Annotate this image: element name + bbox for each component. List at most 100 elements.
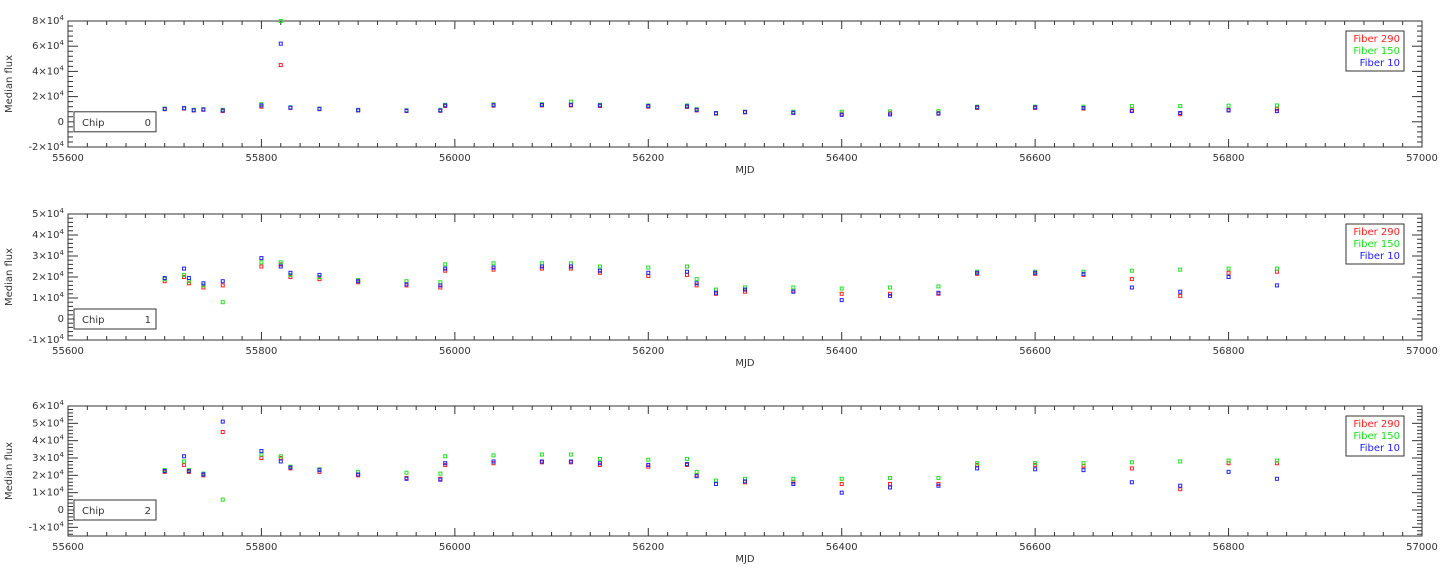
legend-box <box>1345 30 1405 72</box>
plot-frame <box>67 405 1423 537</box>
data-point <box>186 281 191 286</box>
data-point <box>1033 105 1038 110</box>
x-tick-label: 56200 <box>632 153 664 164</box>
x-tick-label: 56800 <box>1213 153 1245 164</box>
data-point <box>1178 110 1183 115</box>
data-point <box>491 267 496 272</box>
data-point <box>356 472 361 477</box>
data-point <box>186 279 191 284</box>
data-point <box>443 268 448 273</box>
series-fiber-150 <box>162 452 1279 502</box>
data-point <box>694 107 699 112</box>
x-tick-label: 56400 <box>826 542 858 553</box>
data-point <box>839 298 844 303</box>
y-tick-label: 2×104 <box>32 468 64 481</box>
x-tick-label: 57000 <box>1406 542 1438 553</box>
x-tick-label: 56200 <box>632 346 664 357</box>
data-point <box>317 106 322 111</box>
data-point <box>491 103 496 108</box>
legend-entry: Fiber 150 <box>1353 239 1400 250</box>
data-point <box>1129 109 1134 114</box>
data-point <box>694 283 699 288</box>
chip-label: Chip <box>82 506 104 517</box>
data-point <box>597 103 602 108</box>
x-tick-label: 56200 <box>632 542 664 553</box>
data-point <box>568 99 573 104</box>
data-point <box>201 281 206 286</box>
y-tick-label: 3×104 <box>32 451 64 464</box>
chip-number: 2 <box>145 506 151 517</box>
data-point <box>1178 483 1183 488</box>
data-point <box>694 469 699 474</box>
data-point <box>888 112 893 117</box>
x-tick-label: 56800 <box>1213 346 1245 357</box>
data-point <box>259 449 264 454</box>
data-point <box>438 285 443 290</box>
x-tick-label: 56600 <box>1019 346 1051 357</box>
data-point <box>438 471 443 476</box>
data-point <box>975 270 980 275</box>
y-tick-label: 2×104 <box>32 270 64 283</box>
y-tick-label: 5×104 <box>32 207 64 220</box>
data-point <box>1274 109 1279 114</box>
data-point <box>317 468 322 473</box>
series-fiber-10 <box>162 256 1279 303</box>
data-point <box>162 469 167 473</box>
data-point <box>568 266 573 271</box>
chip-label-box <box>73 308 157 330</box>
data-point <box>1226 275 1231 279</box>
x-tick-label: 56600 <box>1019 542 1051 553</box>
data-point <box>1226 458 1231 463</box>
data-point <box>568 459 573 464</box>
data-point <box>201 107 206 112</box>
data-point <box>1178 289 1183 294</box>
chart-panel-1: 55600 55800 56000 56200 56400 56600 56800 57000… <box>4 207 1438 369</box>
data-point <box>259 452 264 457</box>
data-point <box>201 285 206 290</box>
x-axis-label: MJD <box>735 358 755 369</box>
data-point <box>1081 271 1086 276</box>
series-fiber-10 <box>162 41 1279 117</box>
legend-entry: Fiber 10 <box>1360 58 1400 69</box>
y-tick-label: 4×104 <box>32 64 64 77</box>
data-point <box>791 110 796 115</box>
legend-entry: Fiber 290 <box>1353 227 1400 238</box>
data-point <box>220 419 225 424</box>
data-point <box>220 283 225 288</box>
y-tick-label: 4×104 <box>32 434 64 447</box>
data-point <box>646 265 651 270</box>
data-point <box>743 109 747 114</box>
data-point <box>713 287 718 292</box>
data-point <box>1274 283 1279 288</box>
data-point <box>191 108 196 113</box>
chip-label: Chip <box>82 118 104 129</box>
x-tick-label: 56000 <box>439 542 471 553</box>
data-point <box>684 456 689 461</box>
y-tick-label: 3×104 <box>32 249 64 262</box>
data-point <box>278 41 283 46</box>
data-point <box>713 478 718 483</box>
data-point <box>975 466 980 471</box>
data-point <box>438 108 443 113</box>
chip-label-box <box>73 111 157 133</box>
data-point <box>646 273 651 278</box>
data-point <box>568 261 573 266</box>
data-point <box>1081 468 1086 473</box>
chip-label: Chip <box>82 315 104 326</box>
data-point <box>288 272 293 277</box>
data-point <box>491 265 496 270</box>
data-point <box>839 482 844 486</box>
chart-panel-2: 55600 55800 56000 56200 56400 56600 56800 57000… <box>4 399 1438 565</box>
data-point <box>182 106 187 111</box>
data-point <box>684 462 689 467</box>
data-point <box>404 279 409 284</box>
data-point <box>646 104 651 109</box>
x-tick-label: 55600 <box>52 542 84 553</box>
data-point <box>182 266 187 271</box>
y-tick-label: 1×104 <box>32 291 64 304</box>
data-point <box>1178 104 1183 109</box>
y-tick-label: 0 <box>58 314 64 325</box>
data-point <box>278 63 283 68</box>
data-point <box>443 262 448 267</box>
data-point <box>684 264 689 269</box>
